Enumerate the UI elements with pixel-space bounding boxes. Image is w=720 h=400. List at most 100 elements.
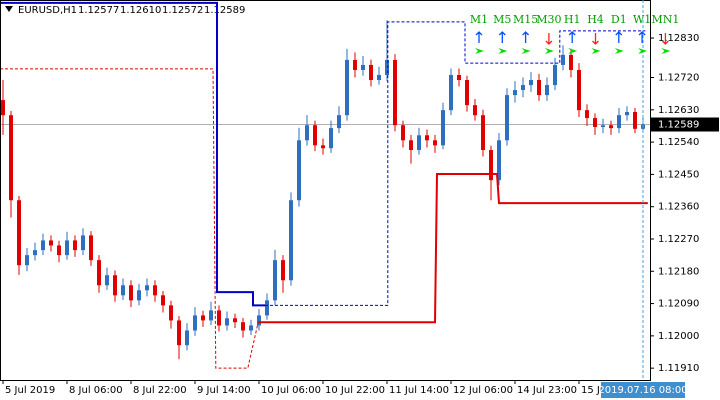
y-tick-label: 1.12000	[658, 331, 699, 342]
candle-body	[481, 115, 485, 150]
trend-arrow	[638, 48, 648, 54]
candle-body	[417, 135, 421, 150]
candle-body	[457, 74, 461, 81]
candle-body	[329, 128, 333, 149]
candle-body	[9, 115, 13, 201]
candle-body	[65, 240, 69, 256]
candle-body	[361, 64, 365, 70]
candle-body	[257, 315, 261, 326]
candle-body	[425, 135, 429, 141]
candle-body	[129, 285, 133, 301]
candle-body	[33, 250, 37, 256]
signal-arrow	[545, 33, 553, 45]
candle-body	[529, 80, 533, 86]
indicator-line	[265, 21, 646, 306]
trend-arrow	[591, 48, 601, 54]
candle-body	[521, 85, 525, 91]
y-tick-label: 1.12090	[658, 299, 699, 310]
candle-body	[569, 54, 573, 70]
signal-arrow	[522, 31, 530, 43]
signal-arrow	[638, 31, 646, 43]
candle-body	[609, 125, 613, 129]
candle-body	[153, 285, 157, 296]
candle-body	[393, 59, 397, 126]
signal-arrow	[498, 31, 506, 43]
indicator-line	[1, 1, 265, 307]
candle-body	[281, 260, 285, 281]
candle-body	[201, 315, 205, 321]
y-tick-label: 1.12450	[658, 169, 699, 180]
signal-label: H4	[587, 13, 604, 26]
candle-body	[273, 260, 277, 301]
trend-arrow	[614, 48, 624, 54]
candle-body	[137, 290, 141, 301]
candle-body	[625, 111, 629, 116]
signal-label: MN1	[651, 13, 679, 26]
candle-body	[489, 149, 493, 181]
time-tag	[601, 382, 685, 398]
menu-triangle	[5, 6, 13, 12]
candle-body	[145, 285, 149, 291]
candle-body	[97, 260, 101, 286]
candle-body	[265, 300, 269, 316]
candle-body	[449, 74, 453, 111]
candle-body	[401, 125, 405, 141]
signal-arrow	[661, 33, 669, 45]
candle-body	[113, 275, 117, 296]
plot	[1, 1, 650, 369]
candle-body	[537, 80, 541, 96]
price-tag	[651, 117, 719, 132]
candle-body	[209, 310, 213, 321]
y-tick-label: 1.11910	[658, 363, 699, 374]
signal-label: W1	[633, 13, 651, 26]
candle-body	[73, 240, 77, 251]
candle-body	[233, 318, 237, 323]
signal-arrow	[592, 33, 599, 45]
candle-body	[545, 85, 549, 96]
candle-body	[217, 310, 221, 326]
plot-frame	[0, 0, 651, 381]
candle-body	[249, 325, 253, 331]
trend-arrow	[498, 48, 508, 54]
signal-arrow	[615, 31, 623, 43]
candle-body	[305, 125, 309, 141]
candle-body	[593, 118, 597, 128]
x-tick-label: 12 Jul 06:00	[453, 385, 513, 396]
trend-arrow	[661, 48, 671, 54]
indicator-line	[1, 68, 259, 369]
candle-body	[577, 69, 581, 111]
x-tick-label: 9 Jul 14:00	[197, 385, 251, 396]
candle-body	[561, 54, 565, 65]
candle-body	[169, 305, 173, 321]
candle-body	[193, 315, 197, 331]
candle-body	[513, 90, 517, 96]
candle-body	[185, 330, 189, 346]
x-tick-label: 15 Jul	[581, 385, 609, 396]
signal-label: M5	[493, 13, 511, 26]
candle-body	[57, 245, 61, 256]
candle-body	[41, 240, 45, 251]
candle-body	[49, 240, 53, 246]
candle-body	[385, 59, 389, 75]
candle-body	[617, 115, 621, 129]
signal-label: M30	[536, 13, 561, 26]
candle-body	[289, 200, 293, 281]
candle-body	[409, 140, 413, 150]
signal-label: M1	[470, 13, 488, 26]
candle-body	[497, 140, 501, 181]
x-tick-label: 14 Jul 23:00	[517, 385, 577, 396]
trend-arrow	[568, 48, 578, 54]
trend-arrow	[475, 48, 484, 54]
x-tick-label: 5 Jul 2019	[5, 385, 55, 396]
trend-arrow	[521, 48, 531, 54]
x-tick-label: 10 Jul 22:00	[325, 385, 385, 396]
y-tick-label: 1.12540	[658, 137, 699, 148]
candle-body	[241, 322, 245, 331]
signal-label: H1	[564, 13, 581, 26]
x-tick-label: 10 Jul 06:00	[261, 385, 321, 396]
y-tick-label: 1.12630	[658, 105, 699, 116]
x-tick-label: 11 Jul 14:00	[389, 385, 449, 396]
signal-label: M15	[513, 13, 538, 26]
